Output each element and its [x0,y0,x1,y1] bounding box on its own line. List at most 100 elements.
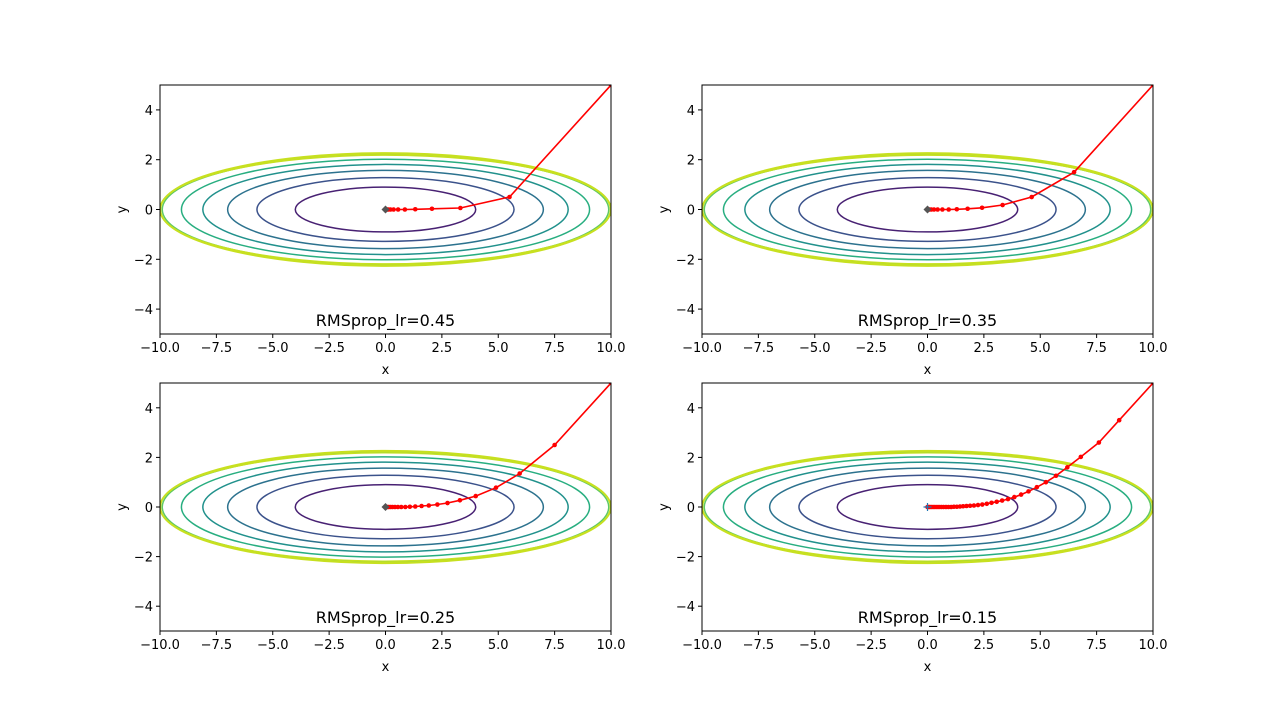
contour-line [722,158,1133,261]
contour-line [702,152,1153,267]
trajectory-line [927,85,1153,211]
trajectory-point [552,442,557,448]
x-tick-label: −2.5 [313,341,345,356]
trajectory-point [395,207,401,212]
x-tick-label: −2.5 [855,638,887,653]
trajectory-point [608,85,611,88]
x-tick-label: 5.0 [1030,341,1051,356]
contour-line [702,154,1153,265]
subplot-title: RMSprop_lr=0.45 [316,311,455,331]
y-tick-label: −2 [134,253,153,268]
trajectory-point [965,206,970,212]
trajectory-point [419,503,424,509]
trajectory-point [398,504,404,510]
x-tick-label: −7.5 [201,341,233,356]
x-tick-label: 0.0 [917,638,938,653]
x-tick-label: −10.0 [682,638,722,653]
subplot-2: −10.0 −7.5 −5.0 −2.5 0.0 2.5 5.0 7.5 10.0 −4 −2 0 2 4… [657,84,1167,378]
contour-line [256,474,515,540]
x-tick-label: 2.5 [974,341,995,356]
trajectory-point [984,501,990,507]
trajectory-point [445,500,450,506]
minimum-marker [923,205,932,214]
y-tick-label: −4 [676,303,695,318]
plot-area [160,85,611,267]
x-tick-label: −10.0 [140,341,180,356]
contour-line [702,452,1153,562]
trajectory-point [954,206,960,212]
contour-line [798,474,1057,540]
minimum-marker [381,205,390,214]
subplot-1: −10.0 −7.5 −5.0 −2.5 0.0 2.5 5.0 7.5 10.0 −4 −2 0 2 4… [115,84,626,378]
trajectory-point [1078,454,1084,460]
y-tick-label: −2 [134,551,153,566]
y-tick-label: 0 [687,204,695,219]
x-tick-label: −5.0 [799,638,831,653]
contour-line [702,449,1153,565]
contour-line [256,176,515,243]
trajectory-point [458,205,463,211]
minimum-marker [381,503,390,511]
y-tick-label: −4 [134,303,153,318]
trajectory-point [999,498,1005,503]
contour-line [798,176,1057,243]
y-tick-label: −2 [676,253,695,268]
contour-line [294,483,477,531]
trajectory-line [927,383,1153,508]
trajectory-point [435,502,440,507]
y-tick-label: 2 [687,154,695,169]
contour-line [294,186,477,233]
subplot-4: −10.0 −7.5 −5.0 −2.5 0.0 2.5 5.0 7.5 10.0 −4 −2 0 2 4… [657,382,1167,675]
x-tick-label: −2.5 [855,341,887,356]
y-tick-label: 4 [687,402,695,417]
y-tick-label: 0 [145,501,153,516]
contour-line [768,467,1087,547]
trajectory-point [940,207,945,212]
x-tick-label: −10.0 [140,638,180,653]
trajectory-point [964,503,969,509]
y-axis-label: y [115,503,130,511]
trajectory-point [1053,473,1059,479]
x-tick-label: 0.0 [375,341,396,356]
subplot-title: RMSprop_lr=0.25 [316,608,455,628]
plot-area [160,383,611,565]
x-tick-label: −5.0 [799,341,831,356]
plot-area [702,85,1153,267]
x-tick-label: 10.0 [597,341,626,356]
trajectory-point [1150,383,1153,386]
contour-line [722,456,1133,558]
y-tick-label: 0 [687,501,695,516]
x-axis-label: x [924,660,932,675]
x-tick-label: 0.0 [375,638,396,653]
trajectory-point [473,493,479,499]
x-tick-label: 5.0 [488,341,509,356]
x-tick-label: 5.0 [488,638,509,653]
trajectory-point [507,194,512,200]
trajectory-point [1150,85,1153,88]
trajectory-point [407,504,413,510]
trajectory-point [457,498,463,503]
x-tick-label: 2.5 [432,638,453,653]
trajectory-point [608,383,611,386]
x-axis-label: x [924,363,932,378]
x-tick-label: −5.0 [257,341,289,356]
x-tick-label: 7.5 [1086,638,1107,653]
contour-line [744,461,1111,553]
y-tick-label: −2 [676,551,695,566]
trajectory-point [429,206,435,212]
trajectory-point [517,471,522,476]
trajectory-point [946,207,951,212]
trajectory-point [967,503,973,509]
contour-line [180,456,591,558]
y-axis-label: y [115,205,130,213]
trajectory-point [1000,202,1005,208]
y-tick-label: 0 [145,204,153,219]
y-tick-label: 2 [687,451,695,466]
subplot-3: −10.0 −7.5 −5.0 −2.5 0.0 2.5 5.0 7.5 10.0 −4 −2 0 2 4… [115,382,625,675]
x-tick-label: −2.5 [313,638,345,653]
trajectory-point [412,206,418,212]
y-tick-label: 2 [145,154,153,169]
trajectory-point [935,207,940,212]
contour-line [160,451,611,563]
